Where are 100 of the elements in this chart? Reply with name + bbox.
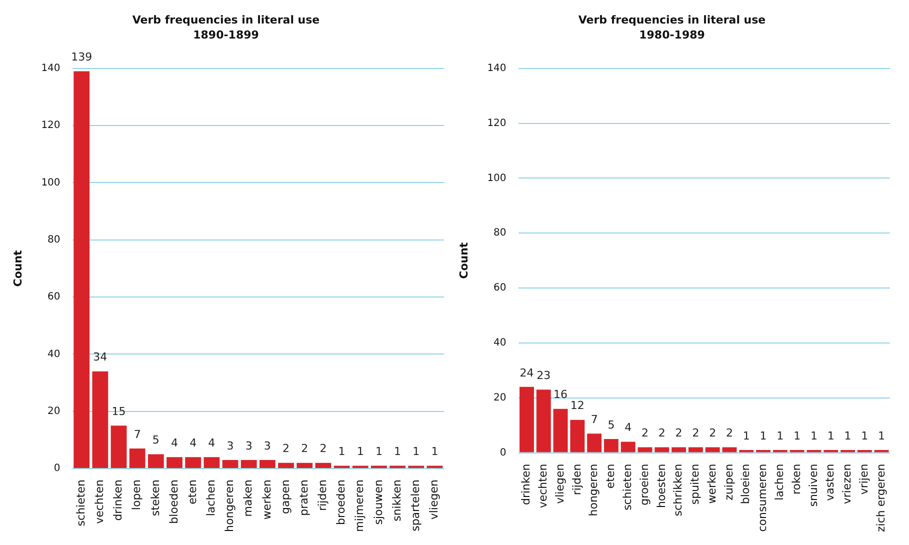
bar (426, 466, 443, 468)
y-tick-label: 20 (494, 392, 506, 404)
y-tick-label: 100 (41, 177, 60, 188)
y-tick-label: 40 (48, 348, 60, 360)
bar (688, 447, 703, 452)
x-tick-label: eten (186, 480, 199, 504)
bar (259, 460, 276, 468)
data-label: 2 (301, 442, 308, 456)
data-label: 1 (861, 429, 868, 442)
x-tick-label: consumeren (756, 464, 770, 532)
y-tick-label: 40 (494, 338, 506, 349)
x-tick-label: rijden (570, 464, 584, 496)
bar (587, 434, 602, 452)
x-tick-label: vechten (536, 464, 550, 508)
bar (520, 386, 534, 452)
data-label: 2 (726, 426, 733, 440)
chart-title: Verb frequencies in literal use (578, 13, 766, 26)
bar (536, 390, 551, 452)
y-tick-label: 20 (48, 406, 60, 417)
data-label: 139 (71, 50, 92, 64)
x-tick-label: snikken (390, 480, 404, 522)
x-tick-label: hongeren (587, 464, 600, 516)
bar (604, 439, 618, 452)
x-tick-label: gapen (278, 480, 292, 514)
data-label: 1 (776, 429, 784, 442)
x-tick-label: bloeden (167, 480, 180, 524)
data-label: 2 (692, 426, 700, 440)
bar (553, 408, 568, 452)
bar (570, 420, 585, 452)
bar (371, 466, 387, 468)
x-tick-label: vrijen (858, 464, 871, 495)
x-tick-label: werken (260, 480, 274, 520)
x-tick-label: steken (148, 480, 162, 516)
y-tick-label: 80 (494, 228, 506, 239)
bar (222, 460, 238, 468)
bar (315, 462, 332, 468)
bar (638, 447, 652, 452)
x-tick-label: maken (242, 480, 255, 517)
data-label: 4 (190, 436, 197, 450)
bar (352, 466, 368, 468)
bar (620, 442, 636, 452)
data-label: 1 (810, 429, 818, 442)
x-tick-label: groeien (638, 464, 651, 506)
y-tick-label: 140 (41, 62, 60, 74)
x-tick-label: vliegen (553, 464, 566, 504)
x-tick-label: rijden (316, 480, 330, 511)
x-tick-label: vechten (93, 480, 106, 524)
x-tick-label: vasten (824, 464, 837, 501)
bar (74, 71, 90, 468)
data-label: 12 (570, 399, 584, 412)
data-label: 5 (608, 418, 615, 432)
y-tick-label: 120 (487, 118, 506, 129)
bar (129, 448, 146, 468)
data-label: 3 (226, 439, 234, 452)
y-axis-title: Count (11, 250, 24, 287)
x-tick-label: mijmeren (353, 480, 366, 532)
x-tick-label: praten (297, 480, 310, 516)
data-label: 15 (112, 405, 126, 418)
x-tick-label: spuiten (688, 464, 702, 505)
bar (705, 447, 720, 452)
data-label: 7 (590, 412, 598, 426)
bar (185, 457, 202, 468)
x-tick-label: drinken (112, 480, 125, 521)
bar (390, 466, 406, 468)
data-label: 3 (245, 439, 252, 452)
data-label: 34 (93, 350, 108, 364)
x-tick-label: snuiven (806, 464, 820, 507)
data-label: 3 (264, 439, 271, 452)
x-tick-label: hoesten (654, 464, 668, 508)
data-label: 7 (134, 428, 141, 441)
data-label: 1 (878, 429, 886, 442)
y-tick-label: 140 (487, 62, 506, 74)
data-label: 1 (760, 429, 767, 442)
y-tick-label: 0 (500, 447, 506, 458)
x-tick-label: drinken (520, 464, 533, 506)
x-tick-label: bloeien (739, 464, 752, 504)
data-label: 1 (394, 445, 402, 458)
x-tick-label: schieten (74, 480, 88, 526)
y-tick-label: 80 (48, 234, 60, 246)
bar (334, 466, 350, 468)
bar (166, 457, 182, 468)
x-tick-label: lachen (204, 480, 218, 516)
data-label: 1 (375, 445, 382, 458)
data-label: 5 (152, 434, 160, 447)
x-tick-label: broeden (334, 480, 348, 526)
data-label: 2 (658, 426, 666, 440)
data-label: 2 (320, 442, 327, 456)
bar (296, 462, 313, 468)
data-label: 1 (356, 445, 364, 458)
x-tick-label: roken (790, 464, 803, 495)
data-label: 24 (520, 366, 534, 380)
bar (278, 462, 294, 468)
x-tick-label: werken (705, 464, 718, 504)
x-tick-label: zich ergeren (874, 464, 888, 532)
bar (148, 454, 164, 468)
data-label: 1 (338, 445, 346, 458)
bar (672, 447, 686, 452)
y-axis-title: Count (457, 242, 470, 279)
data-label: 1 (827, 429, 834, 442)
chart-title: Verb frequencies in literal use (132, 13, 320, 26)
